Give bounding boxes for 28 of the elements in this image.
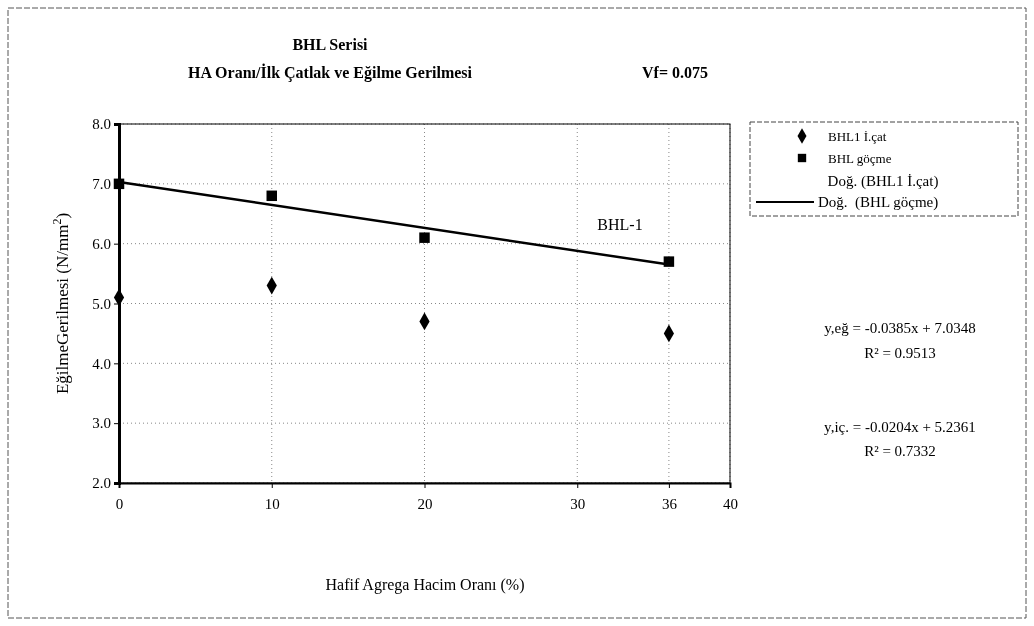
legend-label: BHL göçme — [828, 151, 892, 166]
text: Doğ. (BHL1 İ.çat) — [827, 173, 939, 190]
y-tick-label: 4.0 — [92, 355, 111, 372]
point — [266, 190, 277, 202]
x-tick-label: 20 — [417, 496, 433, 512]
text: y,eğ = -0.0385x + 7.0348 — [824, 320, 976, 336]
y-tick-label: 7.0 — [92, 176, 111, 193]
x-tick-label: 36 — [661, 496, 678, 512]
x-tick-label: 30 — [570, 496, 586, 512]
y-tick-label: 8.0 — [92, 116, 111, 133]
chart-title: BHL Serisi — [292, 36, 369, 53]
text: R² = 0.7332 — [864, 443, 936, 459]
x-tick-label: 0 — [115, 496, 124, 512]
x-tick-label: 10 — [264, 496, 280, 512]
legend-label: Doğ. (BHL göçme) — [818, 194, 939, 211]
text: R² = 0.9513 — [864, 345, 936, 361]
y-tick-label: 3.0 — [92, 415, 111, 432]
legend-label: BHL1 İ.çat — [828, 129, 887, 144]
annotation: BHL-1 — [597, 216, 643, 233]
text: Vf= 0.075 — [642, 64, 708, 81]
y-tick-label: 2.0 — [92, 475, 111, 492]
point — [419, 232, 430, 243]
x-tick-label: 40 — [723, 496, 738, 512]
chart-subtitle: HA Oranı/İlk Çatlak ve Eğilme Gerilmesi — [188, 63, 473, 82]
y-tick-label: 5.0 — [92, 295, 111, 312]
x-axis-title: Hafif Agrega Hacim Oranı (%) — [325, 576, 525, 594]
text: y,iç. = -0.0204x + 5.2361 — [824, 419, 976, 435]
y-tick-label: 6.0 — [92, 235, 111, 252]
